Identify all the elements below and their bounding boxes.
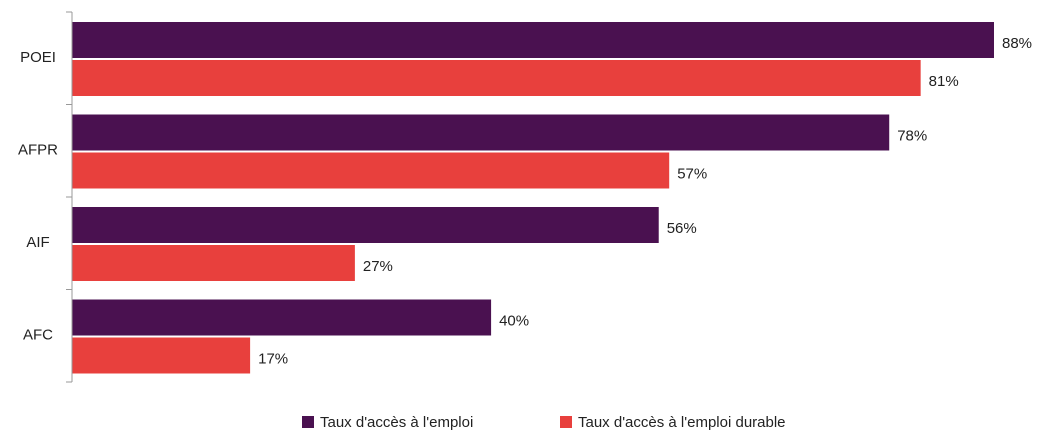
y-tick-label: POEI [20, 49, 56, 66]
legend-label: Taux d'accès à l'emploi durable [578, 414, 786, 431]
data-label: 27% [363, 258, 393, 275]
data-label: 57% [677, 165, 707, 182]
bar [72, 22, 994, 58]
y-tick-label: AFC [23, 327, 53, 344]
data-label: 88% [1002, 35, 1032, 52]
bar [72, 114, 890, 151]
data-label: 17% [258, 350, 288, 367]
y-tick-label: AIF [26, 234, 49, 251]
bar [72, 152, 670, 189]
legend-swatch [302, 416, 314, 428]
bar [72, 299, 492, 336]
data-label: 78% [897, 127, 927, 144]
bar [72, 207, 659, 243]
legend-label: Taux d'accès à l'emploi [320, 414, 473, 431]
bar [72, 337, 251, 374]
bar [72, 60, 921, 96]
data-label: 40% [499, 312, 529, 329]
y-tick-label: AFPR [18, 142, 58, 159]
bar [72, 245, 355, 281]
legend-swatch [560, 416, 572, 428]
data-label: 81% [929, 73, 959, 90]
data-label: 56% [667, 220, 697, 237]
